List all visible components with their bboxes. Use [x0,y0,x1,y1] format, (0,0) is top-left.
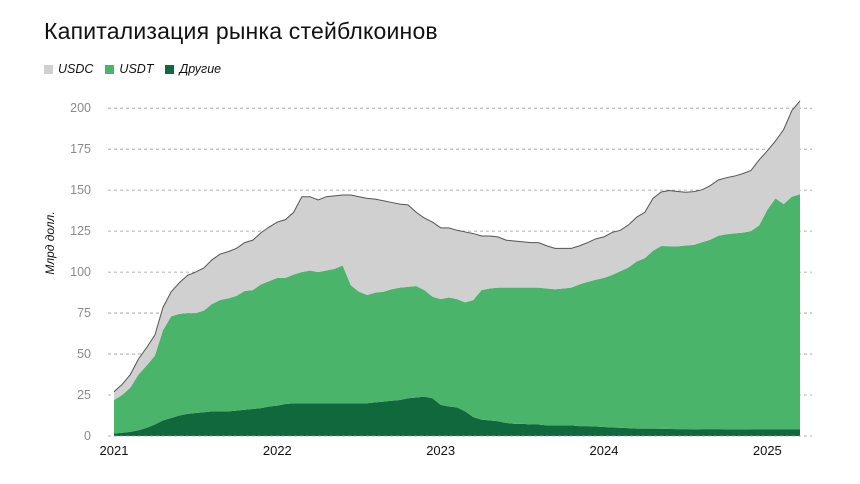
legend-label: Другие [179,62,222,76]
y-tick-label: 150 [70,183,91,197]
legend-item: USDT [105,62,153,76]
legend-swatch [44,64,53,74]
x-tick-label: 2021 [100,443,129,458]
y-tick-label: 0 [84,429,91,443]
y-tick-label: 25 [77,388,91,402]
y-tick-label: 50 [77,347,91,361]
y-tick-label: 200 [70,101,91,115]
x-tick-label: 2023 [426,443,455,458]
series-line-usdc [113,100,801,393]
x-tick-label: 2025 [753,443,782,458]
series-area-usdt [114,194,800,434]
legend: USDC USDT Другие [44,62,221,76]
legend-swatch [105,64,115,74]
chart-title: Капитализация рынка стейблкоинов [44,18,438,44]
y-tick-label: 175 [70,142,91,156]
y-tick-label: 100 [70,265,91,279]
x-tick-label: 2022 [263,443,292,458]
y-tick-label: 75 [77,306,91,320]
x-tick-label: 2024 [590,443,619,458]
legend-item: USDC [44,62,93,76]
legend-swatch [165,64,175,74]
series-area-другие [114,396,800,436]
legend-label: USDT [119,62,154,76]
y-tick-label: 125 [70,224,91,238]
legend-label: USDC [58,62,94,76]
y-axis-label: Млрд долл. [43,211,57,274]
legend-item: Другие [165,62,221,76]
series-area-usdc [114,100,800,400]
